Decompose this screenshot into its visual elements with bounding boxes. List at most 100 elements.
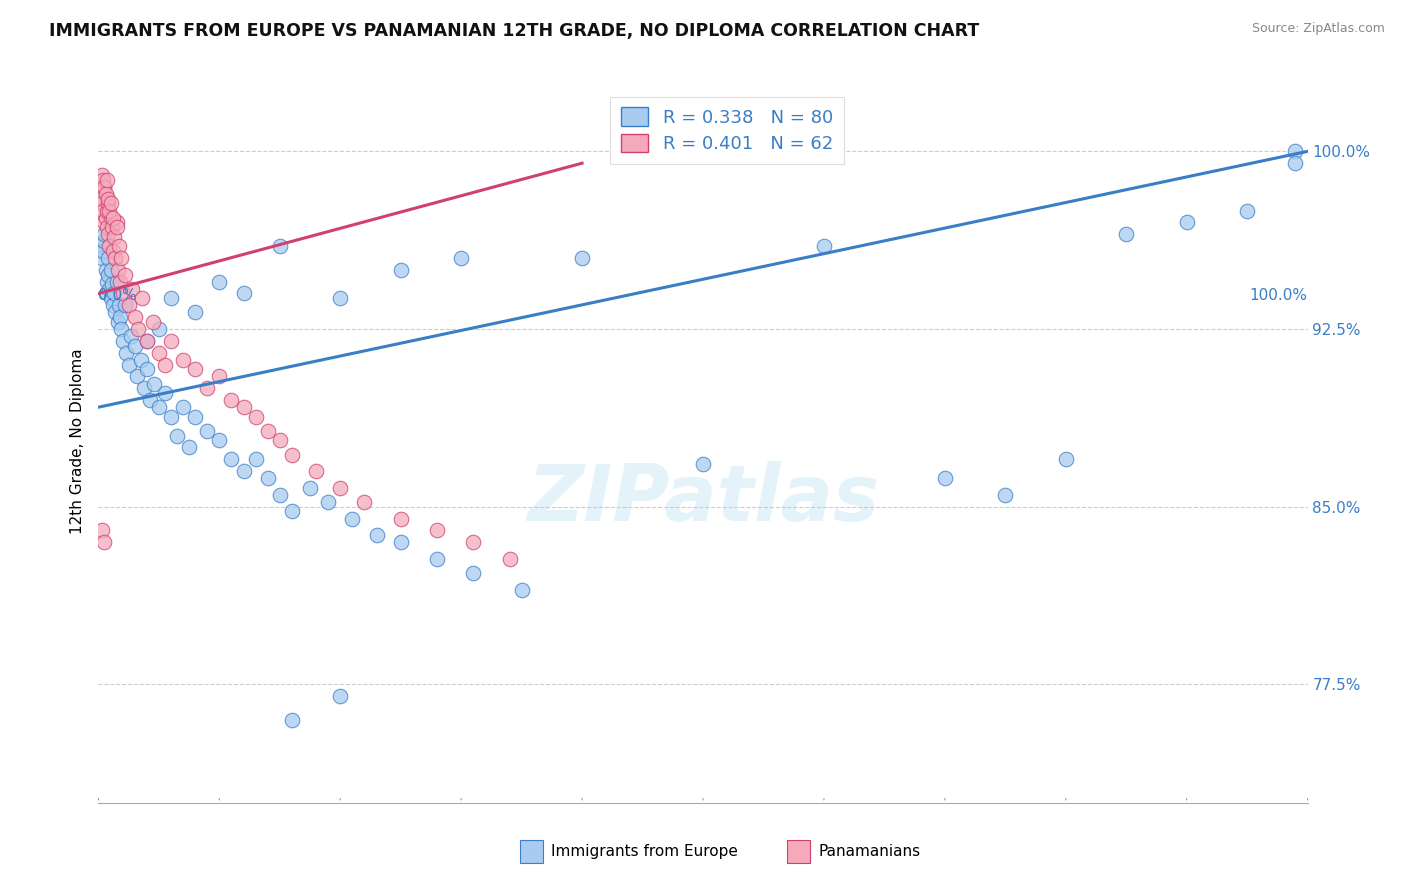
Point — [389, 535, 412, 549]
Point — [94, 211, 117, 225]
Point — [208, 275, 231, 289]
Point — [96, 203, 118, 218]
Point — [100, 262, 122, 277]
Point — [269, 434, 291, 448]
Point — [108, 298, 131, 312]
Point — [389, 511, 412, 525]
Point — [160, 291, 183, 305]
Point — [111, 334, 134, 348]
Point — [426, 551, 449, 566]
Point — [256, 424, 278, 438]
Text: Panamanians: Panamanians — [818, 845, 921, 859]
Point — [813, 239, 835, 253]
Point — [692, 457, 714, 471]
Point — [389, 262, 412, 277]
Point — [100, 277, 122, 291]
Text: 0.0%: 0.0% — [98, 287, 138, 302]
Point — [91, 203, 114, 218]
Point — [114, 268, 136, 282]
Point — [256, 471, 278, 485]
Point — [97, 227, 120, 242]
Point — [305, 464, 328, 478]
Point — [221, 452, 243, 467]
Text: Immigrants from Europe: Immigrants from Europe — [551, 845, 738, 859]
Point — [91, 524, 114, 538]
Point — [93, 215, 115, 229]
Point — [107, 262, 129, 277]
Point — [97, 192, 120, 206]
Point — [281, 504, 304, 518]
Point — [93, 227, 115, 242]
Point — [114, 298, 136, 312]
Point — [93, 180, 115, 194]
Point — [100, 196, 122, 211]
Point — [1284, 145, 1306, 159]
Point — [105, 220, 128, 235]
Point — [100, 291, 122, 305]
Point — [510, 582, 533, 597]
Point — [108, 275, 131, 289]
Point — [124, 338, 146, 352]
Point — [172, 400, 194, 414]
Point — [232, 464, 254, 478]
Point — [179, 441, 201, 455]
Point — [94, 186, 117, 201]
Point — [121, 282, 143, 296]
Point — [107, 315, 129, 329]
Point — [148, 322, 170, 336]
Point — [366, 528, 388, 542]
Point — [90, 239, 112, 253]
Point — [97, 251, 120, 265]
Point — [269, 239, 291, 253]
Point — [1054, 452, 1077, 467]
Point — [571, 251, 593, 265]
Point — [96, 173, 118, 187]
Point — [221, 393, 243, 408]
Point — [105, 215, 128, 229]
Point — [101, 211, 124, 225]
Point — [135, 334, 157, 348]
Point — [148, 400, 170, 414]
Point — [91, 244, 114, 258]
Point — [94, 262, 117, 277]
Point — [281, 713, 304, 727]
Point — [934, 471, 956, 485]
Point — [1115, 227, 1137, 242]
Point — [195, 381, 218, 395]
Y-axis label: 12th Grade, No Diploma: 12th Grade, No Diploma — [69, 349, 84, 534]
Point — [91, 168, 114, 182]
Point — [129, 352, 152, 367]
Point — [101, 298, 124, 312]
Point — [135, 362, 157, 376]
Point — [103, 286, 125, 301]
Point — [142, 315, 165, 329]
Point — [96, 275, 118, 289]
Text: IMMIGRANTS FROM EUROPE VS PANAMANIAN 12TH GRADE, NO DIPLOMA CORRELATION CHART: IMMIGRANTS FROM EUROPE VS PANAMANIAN 12T… — [49, 22, 980, 40]
Point — [118, 298, 141, 312]
Point — [108, 239, 131, 253]
Point — [245, 409, 267, 424]
Point — [96, 286, 118, 301]
Point — [184, 305, 207, 319]
Point — [208, 434, 231, 448]
Point — [281, 448, 304, 462]
Point — [97, 268, 120, 282]
Point — [131, 291, 153, 305]
Point — [103, 229, 125, 244]
Point — [269, 488, 291, 502]
Point — [110, 251, 132, 265]
Point — [135, 334, 157, 348]
Point — [90, 192, 112, 206]
Point — [111, 286, 134, 301]
Point — [110, 322, 132, 336]
Point — [1175, 215, 1198, 229]
Point — [104, 305, 127, 319]
Text: Source: ZipAtlas.com: Source: ZipAtlas.com — [1251, 22, 1385, 36]
Point — [104, 251, 127, 265]
Point — [118, 358, 141, 372]
Point — [93, 235, 115, 249]
Point — [91, 196, 114, 211]
Point — [208, 369, 231, 384]
Point — [160, 334, 183, 348]
Point — [148, 345, 170, 359]
